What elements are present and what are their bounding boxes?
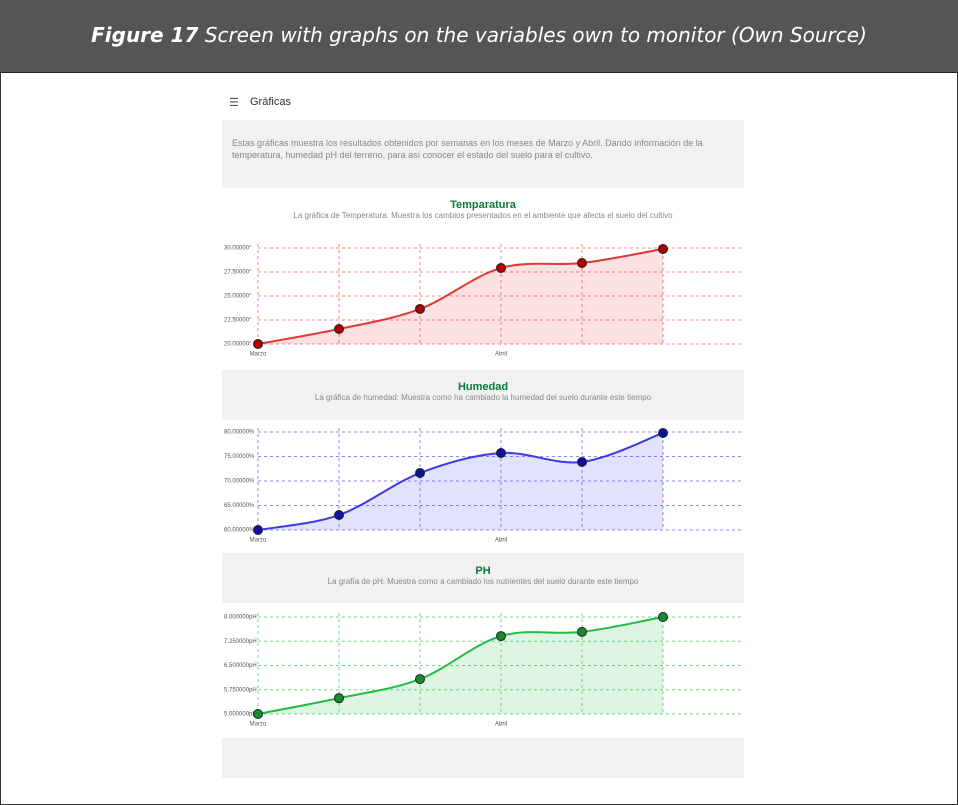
chart-subtitle: La gráfica de Temperatura: Muestra los c…	[293, 211, 673, 220]
y-tick-label: 20.00000°	[224, 342, 252, 348]
x-tick-label: Abril	[495, 722, 507, 728]
point	[334, 324, 344, 335]
point	[658, 243, 668, 254]
area	[258, 617, 663, 714]
y-tick-label: 5.750000pH	[224, 687, 257, 693]
x-tick-label: Marzo	[250, 352, 267, 358]
line	[257, 247, 664, 345]
y-tick-label: 25.00000°	[224, 294, 252, 300]
point	[658, 612, 668, 622]
point	[253, 525, 263, 535]
app-title: Gráficas	[250, 96, 291, 108]
x-tick-label: Abril	[495, 352, 507, 358]
chart-title: PH	[475, 565, 490, 577]
x-tick-label: Marzo	[250, 538, 267, 544]
chart-subtitle: La grafía de pH: Muestra como a cambiado…	[328, 577, 639, 586]
point	[577, 626, 587, 637]
y-tick-label: 5.000000pH	[224, 712, 257, 718]
point	[253, 339, 263, 349]
section-band	[222, 370, 744, 420]
line	[257, 616, 664, 715]
y-tick-label: 6.500000pH	[224, 663, 257, 669]
area	[258, 248, 663, 344]
chart-title: Temparatura	[450, 199, 517, 211]
y-tick-label: 80.00000%	[224, 430, 255, 436]
point	[658, 427, 668, 438]
area	[258, 432, 663, 530]
line	[257, 432, 664, 531]
description: Estas gráficas muestra los resultados ob…	[232, 138, 703, 160]
menu-icon[interactable]: ☰	[229, 97, 239, 109]
bottom-band	[222, 738, 744, 778]
figure-caption: Screen with graphs on the variables own …	[204, 23, 867, 47]
y-tick-label: 8.000000pH	[224, 615, 257, 621]
chart-subtitle: La gráfica de humedad: Muestra como ha c…	[315, 393, 652, 402]
point	[577, 257, 587, 268]
point	[415, 303, 425, 314]
x-tick-label: Abril	[495, 538, 507, 544]
x-tick-label: Marzo	[250, 722, 267, 728]
y-tick-label: 22.50000°	[224, 318, 252, 324]
point	[496, 262, 506, 273]
point	[496, 631, 506, 642]
point	[334, 510, 344, 521]
point	[253, 709, 263, 719]
y-tick-label: 7.250000pH	[224, 639, 257, 645]
figure-label: Figure 17	[91, 23, 199, 47]
y-tick-label: 70.00000%	[224, 479, 255, 485]
point	[496, 448, 506, 459]
point	[415, 468, 425, 479]
y-tick-label: 30.00000°	[224, 246, 252, 252]
y-tick-label: 75.00000%	[224, 454, 255, 460]
y-tick-label: 65.00000%	[224, 503, 255, 509]
chart-title: Humedad	[458, 381, 508, 393]
section-band	[222, 553, 744, 603]
figure-header: Figure 17 Screen with graphs on the vari…	[0, 0, 958, 73]
point	[334, 693, 344, 704]
point	[577, 456, 587, 467]
y-tick-label: 60.00000%	[224, 528, 255, 534]
y-tick-label: 27.50000°	[224, 270, 252, 276]
description-box	[222, 120, 744, 188]
point	[415, 674, 425, 685]
